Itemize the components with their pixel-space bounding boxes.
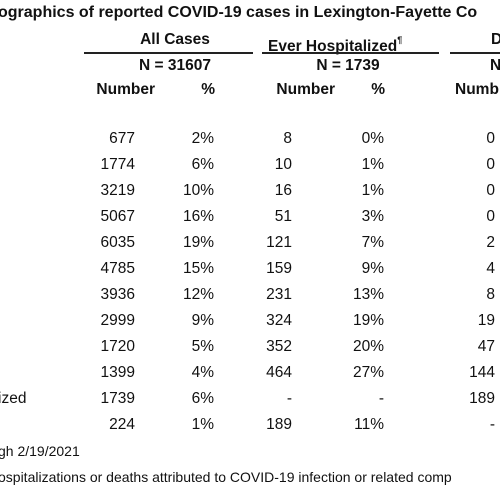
hosp-percent-cell: 1% — [361, 182, 384, 199]
all-percent-cell: 4% — [191, 364, 214, 381]
deaths-header: D — [491, 31, 500, 48]
hosp-percent-cell: 1% — [361, 156, 384, 173]
all-number-cell: 1739 — [100, 390, 135, 407]
all-percent-cell: 6% — [191, 156, 214, 173]
footnote-note: ospitalizations or deaths attributed to … — [0, 469, 452, 485]
all-number-cell: 6035 — [100, 234, 135, 251]
all-number-cell: 224 — [109, 416, 135, 433]
hospitalized-header: Ever Hospitalized¶ — [268, 30, 402, 57]
hosp-number-cell: - — [286, 390, 292, 407]
deaths-number-cell: 0 — [486, 208, 495, 225]
hosp-percent-cell: 27% — [352, 364, 384, 381]
all-percent-cell: 2% — [191, 130, 214, 147]
hospitalized-rule — [262, 52, 439, 54]
all-cases-rule — [84, 52, 253, 54]
hosp-number-cell: 464 — [266, 364, 292, 381]
deaths-number-cell: 19 — [477, 312, 495, 329]
hosp-number-cell: 231 — [266, 286, 292, 303]
deaths-number-cell: - — [489, 416, 495, 433]
hosp-percent-cell: 19% — [352, 312, 384, 329]
all-number-cell: 2999 — [100, 312, 135, 329]
deaths-number-cell: 2 — [486, 234, 495, 251]
hosp-number-cell: 16 — [274, 182, 292, 199]
hosp-percent-cell: 20% — [352, 338, 384, 355]
hosp-percent-cell: 0% — [361, 130, 384, 147]
hosp-number-header: Number — [276, 81, 335, 98]
all-number-cell: 1774 — [100, 156, 135, 173]
hosp-number-cell: 159 — [266, 260, 292, 277]
all-number-cell: 3219 — [100, 182, 135, 199]
deaths-number-cell: 189 — [469, 390, 495, 407]
hospitalized-n: N = 1739 — [316, 57, 380, 74]
page-title: ographics of reported COVID-19 cases in … — [0, 4, 478, 21]
hosp-percent-cell: 13% — [352, 286, 384, 303]
row-label: ized — [0, 390, 27, 407]
deaths-number-header: Numb — [455, 81, 499, 98]
deaths-number-cell: 47 — [477, 338, 495, 355]
all-number-cell: 1399 — [100, 364, 135, 381]
deaths-n: N — [490, 57, 500, 74]
hosp-percent-cell: 9% — [361, 260, 384, 277]
all-percent-cell: 1% — [191, 416, 214, 433]
all-percent-cell: 5% — [191, 338, 214, 355]
all-cases-header: All Cases — [140, 31, 210, 48]
all-number-cell: 4785 — [100, 260, 135, 277]
deaths-number-cell: 144 — [469, 364, 495, 381]
hosp-number-cell: 324 — [266, 312, 292, 329]
hosp-number-cell: 121 — [266, 234, 292, 251]
hosp-percent-cell: 7% — [361, 234, 384, 251]
all-percent-cell: 16% — [182, 208, 214, 225]
hosp-number-cell: 10 — [274, 156, 292, 173]
all-cases-n: N = 31607 — [139, 57, 211, 74]
all-number-cell: 3936 — [100, 286, 135, 303]
deaths-number-cell: 0 — [486, 156, 495, 173]
all-percent-header: % — [201, 81, 215, 98]
hosp-percent-cell: - — [378, 390, 384, 407]
hosp-number-cell: 352 — [266, 338, 292, 355]
all-percent-cell: 6% — [191, 390, 214, 407]
hosp-percent-cell: 11% — [354, 416, 384, 433]
all-percent-cell: 12% — [182, 286, 214, 303]
deaths-number-cell: 0 — [486, 182, 495, 199]
all-percent-cell: 9% — [191, 312, 214, 329]
all-number-cell: 5067 — [100, 208, 135, 225]
hosp-number-cell: 189 — [266, 416, 292, 433]
footnote-through: gh 2/19/2021 — [0, 443, 80, 459]
all-number-cell: 677 — [109, 130, 135, 147]
deaths-rule — [450, 52, 500, 54]
hosp-number-cell: 8 — [283, 130, 292, 147]
all-percent-cell: 19% — [182, 234, 214, 251]
hospitalized-footnote-mark: ¶ — [397, 35, 403, 45]
all-number-header: Number — [96, 81, 155, 98]
hosp-percent-cell: 3% — [361, 208, 384, 225]
hosp-percent-header: % — [371, 81, 385, 98]
deaths-number-cell: 8 — [486, 286, 495, 303]
hosp-number-cell: 51 — [274, 208, 292, 225]
all-percent-cell: 10% — [182, 182, 214, 199]
all-number-cell: 1720 — [100, 338, 135, 355]
all-percent-cell: 15% — [182, 260, 214, 277]
deaths-number-cell: 4 — [486, 260, 495, 277]
hospitalized-header-label: Ever Hospitalized — [268, 38, 398, 55]
deaths-number-cell: 0 — [486, 130, 495, 147]
